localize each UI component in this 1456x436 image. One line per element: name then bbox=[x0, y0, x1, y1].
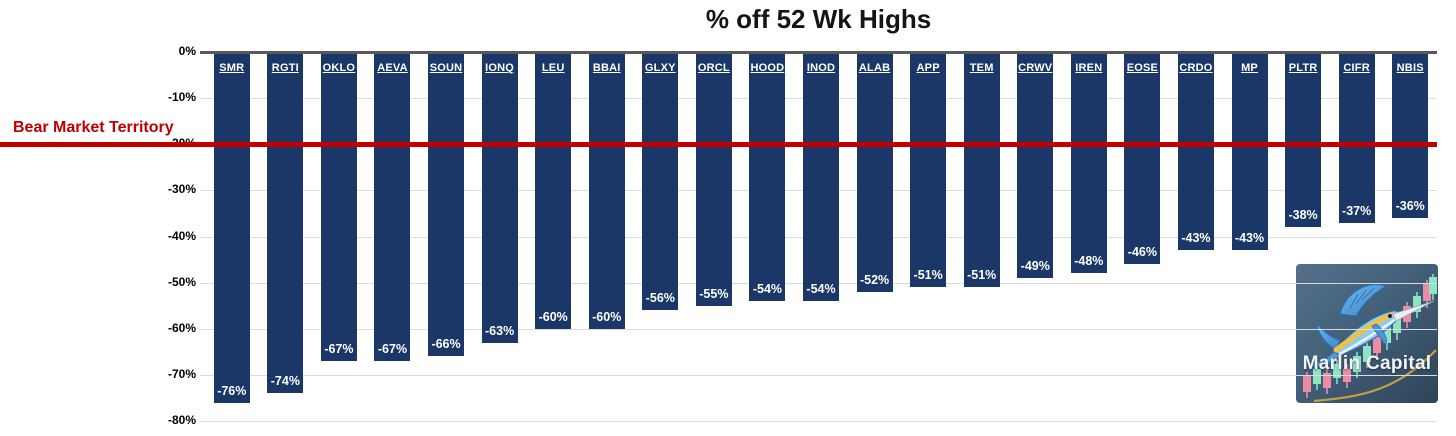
ticker-label: IONQ bbox=[485, 62, 515, 74]
gridline bbox=[200, 374, 1437, 376]
bar-value-label: -60% bbox=[592, 309, 622, 324]
bar-value-label: -37% bbox=[1342, 203, 1372, 218]
ticker-label: AEVA bbox=[377, 62, 408, 74]
ticker-label: SOUN bbox=[429, 62, 463, 74]
bar-value-label: -60% bbox=[538, 309, 568, 324]
bar-value-label: -49% bbox=[1020, 259, 1050, 273]
bar-eose: EOSE -46% bbox=[1124, 52, 1161, 265]
bar-value-label: -46% bbox=[1127, 245, 1157, 260]
y-axis-tick-label: -40% bbox=[167, 228, 196, 243]
ticker-label: CRDO bbox=[1179, 62, 1213, 74]
y-axis-tick-label: -60% bbox=[167, 320, 196, 335]
bar-value-label: -67% bbox=[324, 342, 354, 357]
bar-value-label: -52% bbox=[859, 272, 890, 287]
gridline bbox=[200, 328, 1437, 330]
y-axis-tick-label: -10% bbox=[167, 90, 196, 105]
bar-cifr: CIFR -37% bbox=[1338, 52, 1375, 223]
ticker-label: HOOD bbox=[750, 62, 785, 74]
bar-pltr: PLTR -38% bbox=[1285, 52, 1322, 228]
y-axis-tick-label: -70% bbox=[167, 366, 196, 381]
ticker-label: ALAB bbox=[858, 62, 891, 74]
gridline bbox=[200, 421, 1437, 422]
bar-leu: LEU -60% bbox=[535, 52, 572, 329]
ticker-label: IREN bbox=[1075, 62, 1103, 74]
bar-value-label: -38% bbox=[1288, 208, 1318, 223]
ticker-label: PLTR bbox=[1288, 62, 1318, 74]
bar-value-label: -63% bbox=[485, 323, 515, 338]
bar-oklo: OKLO -67% bbox=[320, 52, 357, 362]
ticker-label: NBIS bbox=[1396, 62, 1424, 74]
gold-curve bbox=[1313, 349, 1437, 403]
bar-value-label: -67% bbox=[377, 342, 408, 357]
bar-inod: INOD -54% bbox=[803, 52, 839, 302]
bar-value-label: -54% bbox=[752, 282, 783, 297]
bar-orcl: ORCL -55% bbox=[695, 52, 732, 306]
bar-tem: TEM -51% bbox=[963, 52, 1000, 288]
bar-app: APP -51% bbox=[910, 52, 947, 288]
bar-soun: SOUN -66% bbox=[428, 52, 465, 357]
ticker-label: INOD bbox=[806, 62, 836, 74]
ticker-label: TEM bbox=[969, 62, 994, 74]
x-axis-line bbox=[200, 50, 1437, 54]
y-axis-tick-label: 0% bbox=[178, 44, 196, 58]
bar-iren: IREN -48% bbox=[1070, 52, 1107, 274]
candlestick-chart-icon bbox=[1303, 274, 1437, 398]
bar-value-label: -74% bbox=[270, 374, 300, 389]
ticker-label: EOSE bbox=[1126, 62, 1159, 74]
chart-title: % off 52 Wk Highs bbox=[705, 4, 932, 34]
ticker-label: APP bbox=[916, 62, 940, 74]
ticker-label: SMR bbox=[219, 62, 245, 74]
bar-value-label: -76% bbox=[217, 383, 247, 398]
bar-hood: HOOD -54% bbox=[749, 52, 786, 302]
bar-value-label: -66% bbox=[431, 337, 461, 352]
ticker-label: LEU bbox=[541, 62, 565, 74]
bar-glxy: GLXY -56% bbox=[642, 52, 679, 311]
ticker-label: GLXY bbox=[644, 62, 676, 74]
bar-value-label: -43% bbox=[1234, 231, 1265, 246]
bar-nbis: NBIS -36% bbox=[1392, 52, 1429, 219]
ticker-label: RGTI bbox=[271, 62, 299, 74]
bar-crdo: CRDO -43% bbox=[1177, 52, 1214, 251]
bar-mp: MP -43% bbox=[1231, 52, 1268, 251]
ticker-label: ORCL bbox=[697, 62, 730, 74]
bar-value-label: -43% bbox=[1181, 231, 1211, 246]
bar-rgti: RGTI -74% bbox=[267, 52, 304, 394]
bar-value-label: -51% bbox=[967, 268, 997, 283]
bar-bbai: BBAI -60% bbox=[588, 52, 625, 329]
bar-value-label: -54% bbox=[806, 282, 836, 297]
bear-market-label: Bear Market Territory bbox=[13, 119, 174, 136]
ticker-label: OKLO bbox=[322, 62, 356, 74]
y-axis-tick-label: -50% bbox=[167, 274, 196, 289]
ticker-label: BBAI bbox=[592, 62, 621, 74]
bar-alab: ALAB -52% bbox=[856, 52, 893, 292]
bar-value-label: -36% bbox=[1395, 199, 1425, 214]
bar-value-label: -51% bbox=[913, 268, 943, 283]
marlin-capital-logo: Marlin Capital bbox=[1296, 264, 1438, 403]
bear-market-threshold-line bbox=[0, 141, 1437, 147]
y-axis-tick-label: -80% bbox=[167, 413, 196, 427]
ticker-label: CIFR bbox=[1343, 62, 1370, 74]
ticker-label: MP bbox=[1241, 62, 1258, 74]
bar-smr: SMR -76% bbox=[213, 52, 250, 403]
ticker-label: CRWV bbox=[1018, 62, 1053, 74]
bar-value-label: -56% bbox=[645, 291, 675, 306]
bar-value-label: -55% bbox=[699, 286, 729, 301]
bar-value-label: -48% bbox=[1074, 254, 1104, 269]
bar-aeva: AEVA -67% bbox=[374, 52, 411, 362]
bar-crwv: CRWV -49% bbox=[1017, 52, 1054, 278]
logo-artwork bbox=[1296, 264, 1438, 403]
bar-ionq: IONQ -63% bbox=[481, 52, 518, 343]
y-axis-tick-label: -30% bbox=[167, 182, 196, 197]
logo-text: Marlin Capital bbox=[1302, 353, 1432, 374]
